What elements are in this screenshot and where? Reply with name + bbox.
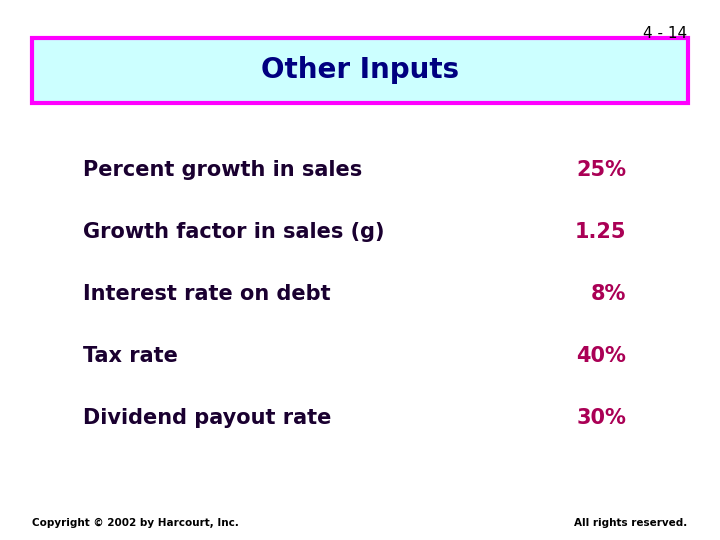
Text: Percent growth in sales: Percent growth in sales <box>83 160 362 180</box>
Text: Dividend payout rate: Dividend payout rate <box>83 408 331 429</box>
Text: 25%: 25% <box>577 160 626 180</box>
Text: 30%: 30% <box>577 408 626 429</box>
Text: 8%: 8% <box>591 284 626 305</box>
Text: Other Inputs: Other Inputs <box>261 56 459 84</box>
Text: 40%: 40% <box>577 346 626 367</box>
Text: Interest rate on debt: Interest rate on debt <box>83 284 330 305</box>
Text: All rights reserved.: All rights reserved. <box>575 518 688 528</box>
Text: Tax rate: Tax rate <box>83 346 178 367</box>
Text: Growth factor in sales (g): Growth factor in sales (g) <box>83 222 384 242</box>
Text: Copyright © 2002 by Harcourt, Inc.: Copyright © 2002 by Harcourt, Inc. <box>32 518 239 528</box>
Text: 1.25: 1.25 <box>575 222 626 242</box>
FancyBboxPatch shape <box>32 38 688 103</box>
Text: 4 - 14: 4 - 14 <box>644 26 688 41</box>
